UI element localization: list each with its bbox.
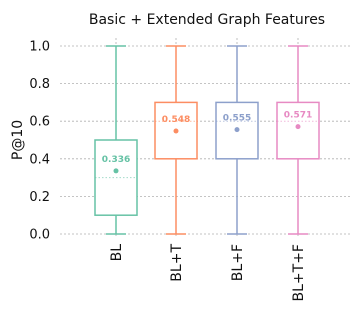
iqr-box: [276, 101, 320, 160]
x-tick-label: BL+T+F: [291, 244, 307, 301]
mean-label: 0.548: [162, 115, 190, 125]
mean-point: [113, 168, 119, 174]
box-group-bl-plus-f: 0.555: [215, 45, 259, 235]
boxes-layer: 0.336 0.548 0.555 0.571: [94, 45, 320, 235]
x-tick-label: BL+T: [169, 244, 185, 282]
y-tick-label: 0.8: [29, 77, 50, 92]
box-group-bl-plus-t: 0.548: [154, 45, 198, 235]
mean-label: 0.555: [223, 114, 251, 124]
x-tick-label: BL+F: [230, 244, 246, 281]
box-group-bl: 0.336: [94, 45, 138, 235]
mean-point: [295, 124, 301, 130]
y-tick-label: 1.0: [29, 40, 50, 55]
x-ticks: BL BL+T BL+F BL+T+F: [109, 244, 307, 302]
y-axis-label: P@10: [10, 120, 26, 160]
mean-label: 0.571: [284, 111, 312, 121]
box-group-bl-plus-t-plus-f: 0.571: [276, 45, 320, 235]
y-tick-label: 0.4: [29, 152, 50, 167]
mean-label: 0.336: [102, 155, 130, 165]
y-tick-label: 0.6: [29, 115, 50, 130]
mean-point: [234, 127, 240, 133]
y-ticks: 0.0 0.2 0.4 0.6 0.8 1.0: [29, 40, 50, 243]
y-tick-label: 0.2: [29, 190, 50, 205]
y-tick-label: 0.0: [29, 228, 50, 243]
x-tick-label: BL: [109, 244, 125, 262]
chart-title: Basic + Extended Graph Features: [89, 12, 325, 28]
mean-point: [173, 128, 179, 134]
